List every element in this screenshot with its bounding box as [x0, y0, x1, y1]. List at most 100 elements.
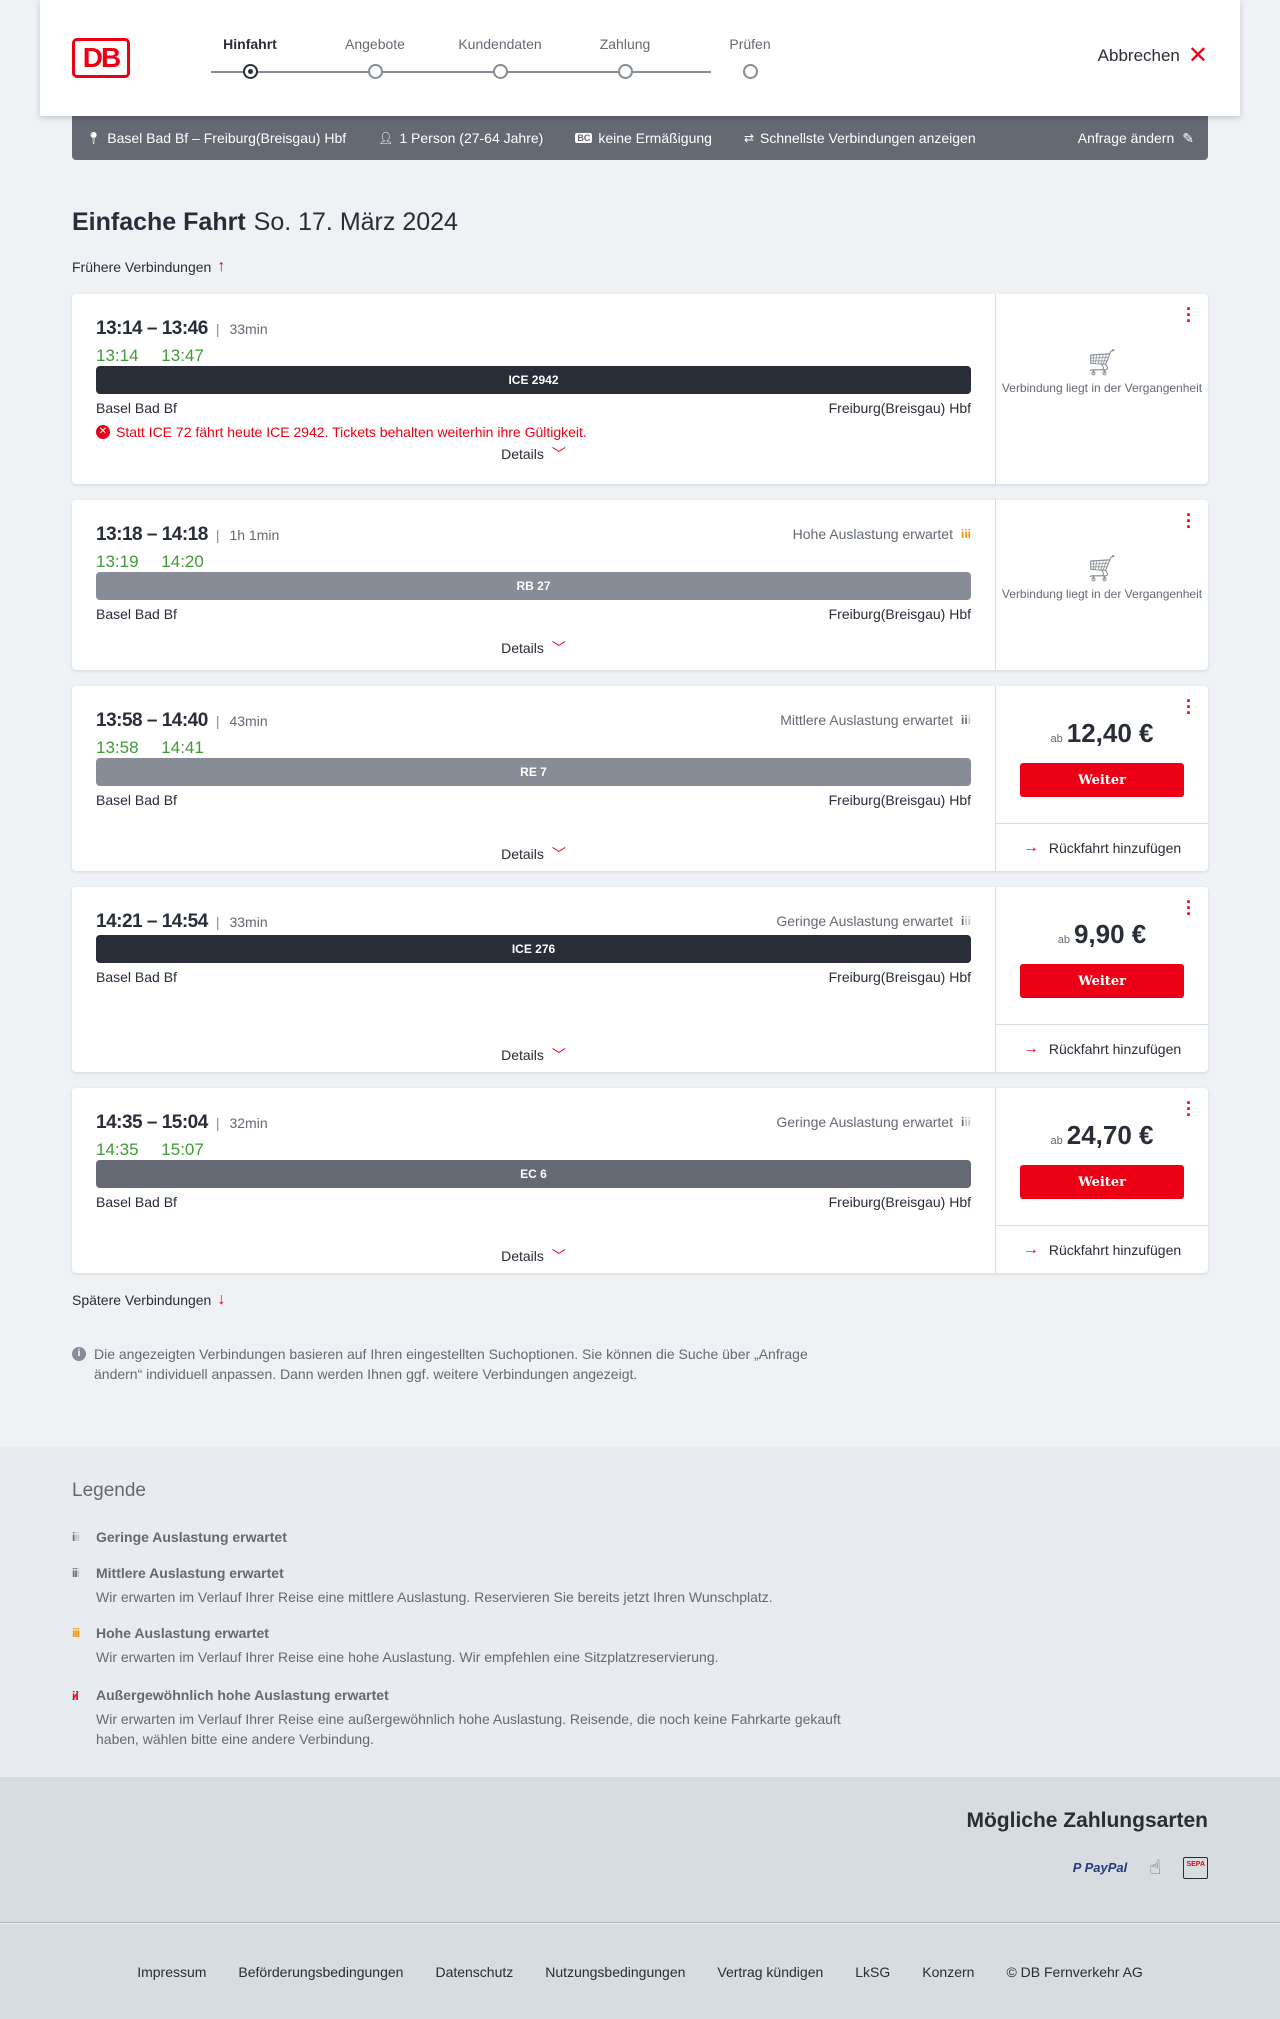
more-options-icon[interactable]: · · · — [1186, 691, 1192, 723]
details-toggle[interactable]: Details ﹀ — [501, 640, 566, 656]
load-indicator: Geringe Auslastung erwartet iii — [776, 913, 971, 929]
add-return-button[interactable]: → Rückfahrt hinzufügen — [996, 1024, 1208, 1072]
location-pin-icon: 📍︎ — [86, 131, 102, 145]
realtime-times: 14:35 15:07 — [96, 1140, 204, 1159]
load-indicator: Hohe Auslastung erwartet iii — [792, 526, 971, 542]
footer-link[interactable]: Beförderungsbedingungen — [238, 1963, 404, 1980]
details-toggle[interactable]: Details ﹀ — [501, 846, 566, 862]
price: ab 12,40 € — [1050, 718, 1154, 748]
swap-icon: ⇄ — [743, 131, 755, 145]
arrow-right-icon: → — [1022, 1039, 1039, 1057]
legend-title: Legende — [72, 1480, 146, 1501]
step-zahlung: Zahlung — [565, 36, 685, 79]
footer-link[interactable]: LkSG — [855, 1963, 891, 1980]
high-load-icon: iii — [960, 527, 971, 541]
train-bar[interactable]: RB 27 — [96, 572, 971, 600]
origin: Basel Bad Bf — [96, 606, 177, 622]
destination: Freiburg(Breisgau) Hbf — [828, 400, 971, 416]
load-indicator: Geringe Auslastung erwartet iii — [776, 1114, 971, 1130]
header: DB Hinfahrt Angebote Kundendaten Zahlung… — [40, 0, 1240, 116]
planned-times: 14:35 – 15:0432min — [96, 1112, 268, 1134]
origin: Basel Bad Bf — [96, 969, 177, 985]
exceptional-load-icon: i⁄i — [72, 1689, 79, 1703]
route-text: Basel Bad Bf – Freiburg(Breisgau) Hbf — [107, 130, 347, 146]
origin: Basel Bad Bf — [96, 400, 177, 416]
chevron-down-icon: ﹀ — [551, 1248, 566, 1264]
details-toggle[interactable]: Details ﹀ — [501, 1248, 566, 1264]
offer-panel: · · · ab 12,40 € Weiter → Rückfahrt hinzufüg… — [995, 686, 1208, 871]
payment-section: Mögliche Zahlungsarten P PayPal ☝︎ SEPA — [0, 1777, 1280, 1923]
add-return-button[interactable]: → Rückfahrt hinzufügen — [996, 1225, 1208, 1273]
footer-link[interactable]: Datenschutz — [435, 1963, 514, 1980]
payment-title: Mögliche Zahlungsarten — [966, 1809, 1208, 1832]
planned-times: 13:58 – 14:4043min — [96, 710, 268, 732]
db-logo[interactable]: DB — [72, 38, 130, 78]
high-load-icon: iii — [72, 1626, 80, 1640]
warning-message: ✕ Statt ICE 72 fährt heute ICE 2942. Tick… — [96, 424, 587, 440]
legend-item-high: iii Hohe Auslastung erwartet Wir erwarten … — [72, 1625, 719, 1665]
progress-line — [211, 71, 711, 73]
arrow-down-icon: ↓ — [217, 1291, 226, 1308]
more-options-icon[interactable]: · · · — [1186, 892, 1192, 924]
destination: Freiburg(Breisgau) Hbf — [828, 969, 971, 985]
past-connection-notice: 🛒︎ Verbindung liegt in der Vergangenheit — [996, 555, 1208, 602]
duration: 33min — [216, 914, 268, 930]
more-options-icon[interactable]: · · · — [1186, 1093, 1192, 1125]
chevron-down-icon: ﹀ — [551, 846, 566, 862]
low-load-icon: iii — [960, 1115, 971, 1129]
continue-button[interactable]: Weiter — [1020, 1165, 1184, 1199]
step-kundendaten: Kundendaten — [440, 36, 560, 79]
realtime-times: 13:58 14:41 — [96, 738, 204, 757]
legend-item-exceptional: i⁄i Außergewöhnlich hohe Auslastung erwar… — [72, 1687, 841, 1747]
train-bar[interactable]: ICE 276 — [96, 935, 971, 963]
chevron-down-icon: ﹀ — [551, 1047, 566, 1063]
later-connections-link[interactable]: Spätere Verbindungen ↓ — [72, 1291, 226, 1308]
duration: 43min — [216, 713, 268, 729]
train-bar[interactable]: ICE 2942 — [96, 366, 971, 394]
arrow-up-icon: ↑ — [217, 258, 226, 275]
footer-link[interactable]: © DB Fernverkehr AG — [1006, 1963, 1143, 1980]
details-toggle[interactable]: Details ﹀ — [501, 446, 566, 462]
medium-load-icon: iii — [960, 713, 971, 727]
more-options-icon[interactable]: · · · — [1186, 299, 1192, 331]
more-options-icon[interactable]: · · · — [1186, 505, 1192, 537]
offer-panel: · · · 🛒︎ Verbindung liegt in der Vergangenh… — [995, 294, 1208, 484]
close-icon: ✕ — [1187, 42, 1208, 69]
arrow-right-icon: → — [1022, 1240, 1039, 1258]
connection-card: 14:35 – 15:0432min 14:35 15:07 Geringe A… — [72, 1088, 1208, 1273]
realtime-times: 13:19 14:20 — [96, 552, 204, 571]
duration: 1h 1min — [216, 527, 279, 543]
edit-query-button[interactable]: Anfrage ändern ✎ — [1077, 129, 1194, 147]
destination: Freiburg(Breisgau) Hbf — [828, 1194, 971, 1210]
cancel-button[interactable]: Abbrechen ✕ — [1097, 42, 1208, 69]
chevron-down-icon: ﹀ — [551, 446, 566, 462]
offer-panel: · · · ab 24,70 € Weiter → Rückfahrt hinzufüg… — [995, 1088, 1208, 1273]
planned-times: 14:21 – 14:5433min — [96, 911, 268, 933]
footer-link[interactable]: Konzern — [922, 1963, 975, 1980]
step-hinfahrt: Hinfahrt — [190, 36, 310, 79]
person-icon: 👤︎ — [378, 131, 394, 145]
details-toggle[interactable]: Details ﹀ — [501, 1047, 566, 1063]
stations: Basel Bad Bf Freiburg(Breisgau) Hbf — [96, 606, 971, 622]
medium-load-icon: iii — [72, 1566, 80, 1580]
destination: Freiburg(Breisgau) Hbf — [828, 792, 971, 808]
cart-unavailable-icon: 🛒︎ — [1085, 347, 1119, 377]
train-bar[interactable]: RE 7 — [96, 758, 971, 786]
footer-link[interactable]: Impressum — [137, 1963, 207, 1980]
destination: Freiburg(Breisgau) Hbf — [828, 606, 971, 622]
info-note: i Die angezeigten Verbindungen basieren a… — [72, 1344, 852, 1384]
connection-card: 14:21 – 14:5433min Geringe Auslastung er… — [72, 887, 1208, 1072]
train-bar[interactable]: EC 6 — [96, 1160, 971, 1188]
step-pruefen: Prüfen — [690, 36, 810, 79]
add-return-button[interactable]: → Rückfahrt hinzufügen — [996, 823, 1208, 871]
footer-link[interactable]: Nutzungsbedingungen — [545, 1963, 686, 1980]
footer-link[interactable]: Vertrag kündigen — [717, 1963, 824, 1980]
legend-item-medium: iii Mittlere Auslastung erwartet Wir erwar… — [72, 1565, 773, 1605]
continue-button[interactable]: Weiter — [1020, 763, 1184, 797]
stations: Basel Bad Bf Freiburg(Breisgau) Hbf — [96, 1194, 971, 1210]
earlier-connections-link[interactable]: Frühere Verbindungen ↑ — [72, 258, 226, 275]
footer: Impressum Beförderungsbedingungen Datensch… — [0, 1924, 1280, 2019]
continue-button[interactable]: Weiter — [1020, 964, 1184, 998]
connection-card: 13:18 – 14:181h 1min 13:19 14:20 Hohe Au… — [72, 500, 1208, 670]
price: ab 9,90 € — [1057, 919, 1147, 949]
